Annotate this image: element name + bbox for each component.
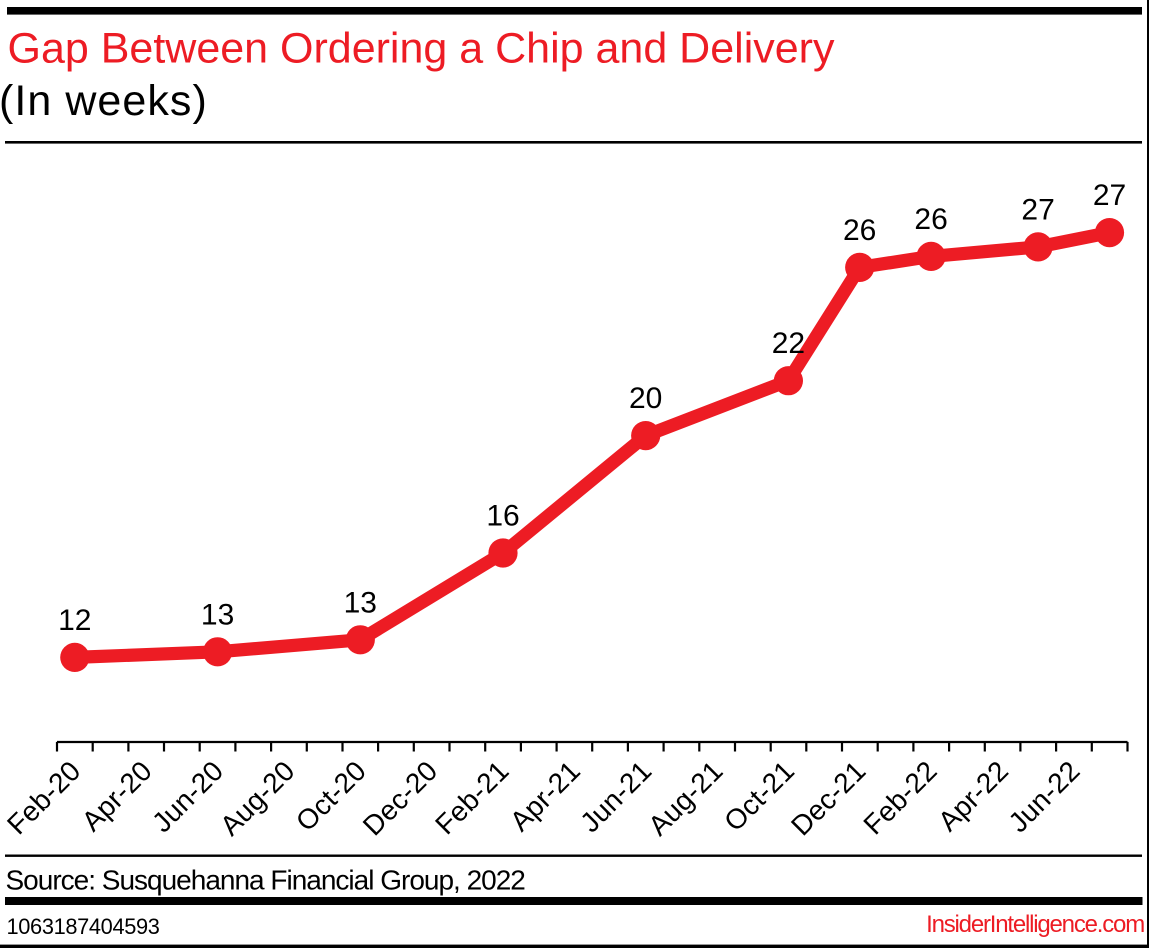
svg-text:13: 13 xyxy=(201,598,234,631)
svg-text:13: 13 xyxy=(344,586,377,619)
svg-text:1063187404593: 1063187404593 xyxy=(7,914,160,939)
svg-text:27: 27 xyxy=(1093,179,1126,212)
svg-text:27: 27 xyxy=(1021,193,1054,226)
svg-text:Source: Susquehanna Financial: Source: Susquehanna Financial Group, 202… xyxy=(6,864,526,895)
svg-text:20: 20 xyxy=(629,382,662,415)
svg-text:InsiderIntelligence.com: InsiderIntelligence.com xyxy=(926,911,1144,938)
svg-text:Gap Between Ordering a Chip an: Gap Between Ordering a Chip and Delivery xyxy=(8,25,835,73)
svg-text:26: 26 xyxy=(843,214,876,247)
svg-text:(In weeks): (In weeks) xyxy=(0,77,208,125)
svg-text:26: 26 xyxy=(914,203,947,236)
svg-text:12: 12 xyxy=(58,604,91,637)
svg-text:22: 22 xyxy=(772,327,805,360)
svg-text:16: 16 xyxy=(486,500,519,533)
